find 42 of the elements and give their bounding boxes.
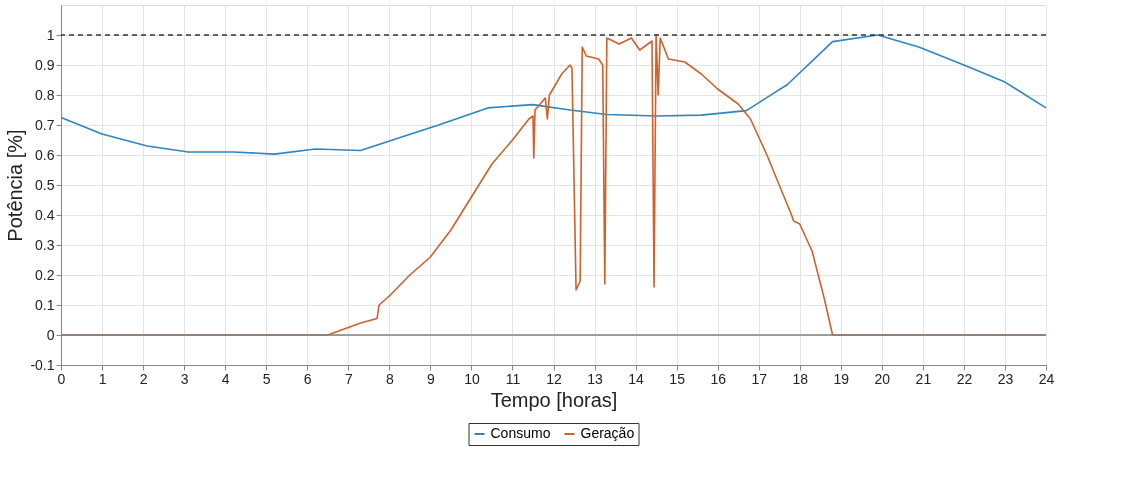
x-tick-label: 17 (751, 370, 768, 387)
x-tick-label: 0 (57, 370, 66, 387)
y-tick-label: 0.6 (35, 146, 55, 163)
x-tick-label: 10 (464, 370, 480, 387)
y-tick-label: 0.7 (35, 116, 55, 133)
x-tick-label: 24 (1038, 370, 1055, 387)
y-tick-label: -0.1 (30, 356, 55, 373)
y-tick-label: 0 (46, 326, 55, 343)
x-tick-label: 19 (833, 370, 850, 387)
x-axis-title: Tempo [horas] (490, 388, 618, 411)
x-tick-label: 22 (956, 370, 973, 387)
legend-label: Consumo (490, 425, 551, 441)
x-tick-label: 4 (221, 370, 230, 387)
x-tick-label: 14 (628, 370, 645, 387)
x-tick-label: 6 (303, 370, 312, 387)
x-tick-label: 16 (710, 370, 727, 387)
x-tick-label: 1 (98, 370, 107, 387)
y-tick-label: 0.8 (35, 86, 55, 103)
line-series (60, 34, 1047, 155)
y-tick-label: 0.5 (35, 176, 55, 193)
legend-label: Geração (580, 425, 635, 441)
x-tick-label: 13 (587, 370, 604, 387)
y-tick-label: 0.3 (35, 236, 55, 253)
x-tick-label: 5 (262, 370, 271, 387)
x-tick-label: 21 (915, 370, 932, 387)
y-axis-title: Potência [%] (4, 129, 27, 242)
x-tick-label: 23 (997, 370, 1014, 387)
y-tick-label: 0.4 (35, 206, 55, 223)
y-tick-label: 0.9 (35, 56, 55, 73)
x-tick-label: 20 (874, 370, 891, 387)
x-tick-label: 18 (792, 370, 809, 387)
y-tick-label: 0.2 (35, 266, 55, 283)
x-tick-label: 11 (505, 370, 521, 387)
x-tick-label: 15 (669, 370, 686, 387)
x-tick-label: 3 (180, 370, 189, 387)
x-tick-label: 7 (344, 370, 353, 387)
x-tick-label: 2 (139, 370, 148, 387)
x-tick-label: 12 (546, 370, 562, 387)
y-tick-label: 1 (46, 26, 55, 43)
x-tick-label: 8 (385, 370, 394, 387)
y-tick-label: 0.1 (35, 296, 55, 313)
x-tick-label: 9 (426, 370, 435, 387)
